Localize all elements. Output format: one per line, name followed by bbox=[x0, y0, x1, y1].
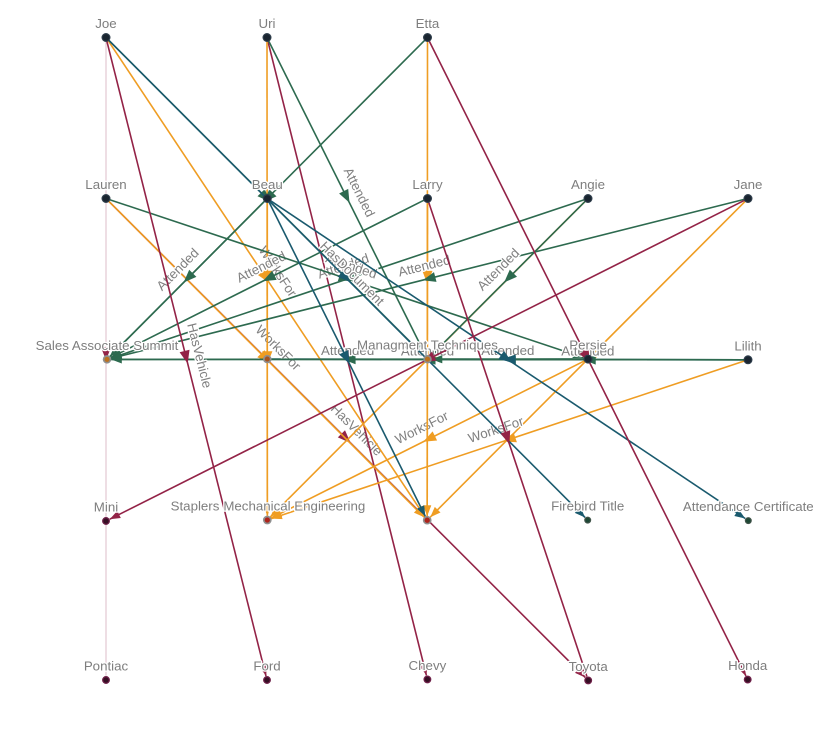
svg-text:Firebird Title: Firebird Title bbox=[551, 499, 624, 514]
svg-text:Ford: Ford bbox=[253, 659, 280, 674]
svg-text:Etta: Etta bbox=[416, 16, 440, 31]
svg-text:Sales Associate Summit: Sales Associate Summit bbox=[36, 338, 179, 353]
svg-text:Persie: Persie bbox=[569, 338, 607, 353]
svg-text:Joe: Joe bbox=[95, 16, 116, 31]
svg-text:Angie: Angie bbox=[571, 177, 605, 192]
svg-text:Managment Techniques: Managment Techniques bbox=[357, 338, 498, 353]
svg-text:Uri: Uri bbox=[259, 16, 276, 31]
svg-text:Mechanical Engineering: Mechanical Engineering bbox=[223, 499, 365, 514]
svg-text:Pontiac: Pontiac bbox=[84, 659, 129, 674]
svg-text:Attended: Attended bbox=[481, 343, 534, 358]
svg-text:Mini: Mini bbox=[94, 500, 118, 515]
svg-text:Beau: Beau bbox=[252, 177, 283, 192]
svg-text:Larry: Larry bbox=[412, 177, 443, 192]
svg-text:Lauren: Lauren bbox=[85, 177, 126, 192]
svg-text:Honda: Honda bbox=[728, 658, 768, 673]
svg-text:Attendance Certificate: Attendance Certificate bbox=[683, 499, 814, 514]
svg-text:Toyota: Toyota bbox=[569, 659, 609, 674]
svg-text:Jane: Jane bbox=[734, 177, 763, 192]
svg-text:Staplers: Staplers bbox=[171, 499, 220, 514]
svg-text:Chevy: Chevy bbox=[409, 658, 447, 673]
svg-text:Lilith: Lilith bbox=[734, 338, 761, 353]
